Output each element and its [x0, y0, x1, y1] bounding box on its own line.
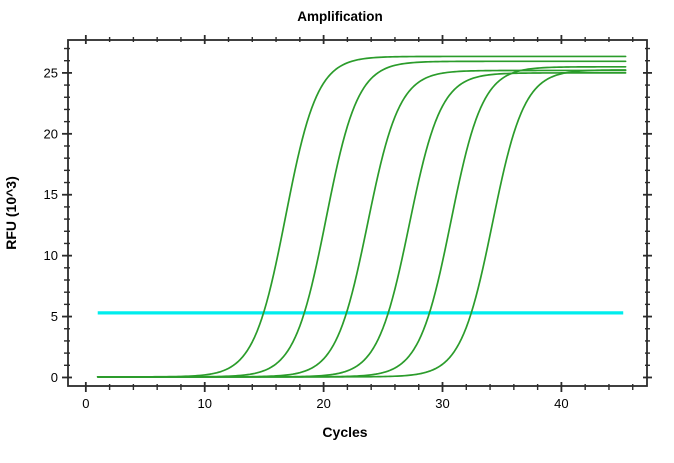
- y-tick-label: 0: [51, 370, 58, 385]
- x-tick-label: 0: [82, 396, 89, 411]
- plot-area: 0 10 20 30 40 0 5 10 15 20 25: [44, 35, 652, 411]
- amplification-curve-trace-3: [96, 69, 627, 378]
- chart-title: Amplification: [297, 9, 383, 24]
- x-tick-label: 40: [554, 396, 568, 411]
- x-tick-label: 30: [435, 396, 449, 411]
- amplification-curve-trace-1: [96, 55, 627, 378]
- amplification-curve-trace-5: [96, 65, 627, 378]
- x-tick-label: 10: [197, 396, 211, 411]
- x-tick-label: 20: [316, 396, 330, 411]
- y-tick-label: 10: [44, 248, 58, 263]
- y-tick-label: 15: [44, 187, 58, 202]
- y-tick-label: 20: [44, 126, 58, 141]
- plot-frame: [67, 39, 648, 387]
- amplification-curve-trace-2: [96, 60, 627, 378]
- x-axis-title: Cycles: [322, 424, 367, 440]
- amplification-curve-trace-6: [96, 69, 627, 378]
- y-axis-title: RFU (10^3): [3, 176, 19, 250]
- y-tick-label: 25: [44, 65, 58, 80]
- y-tick-label: 5: [51, 309, 58, 324]
- amplification-curve-trace-4: [96, 72, 627, 378]
